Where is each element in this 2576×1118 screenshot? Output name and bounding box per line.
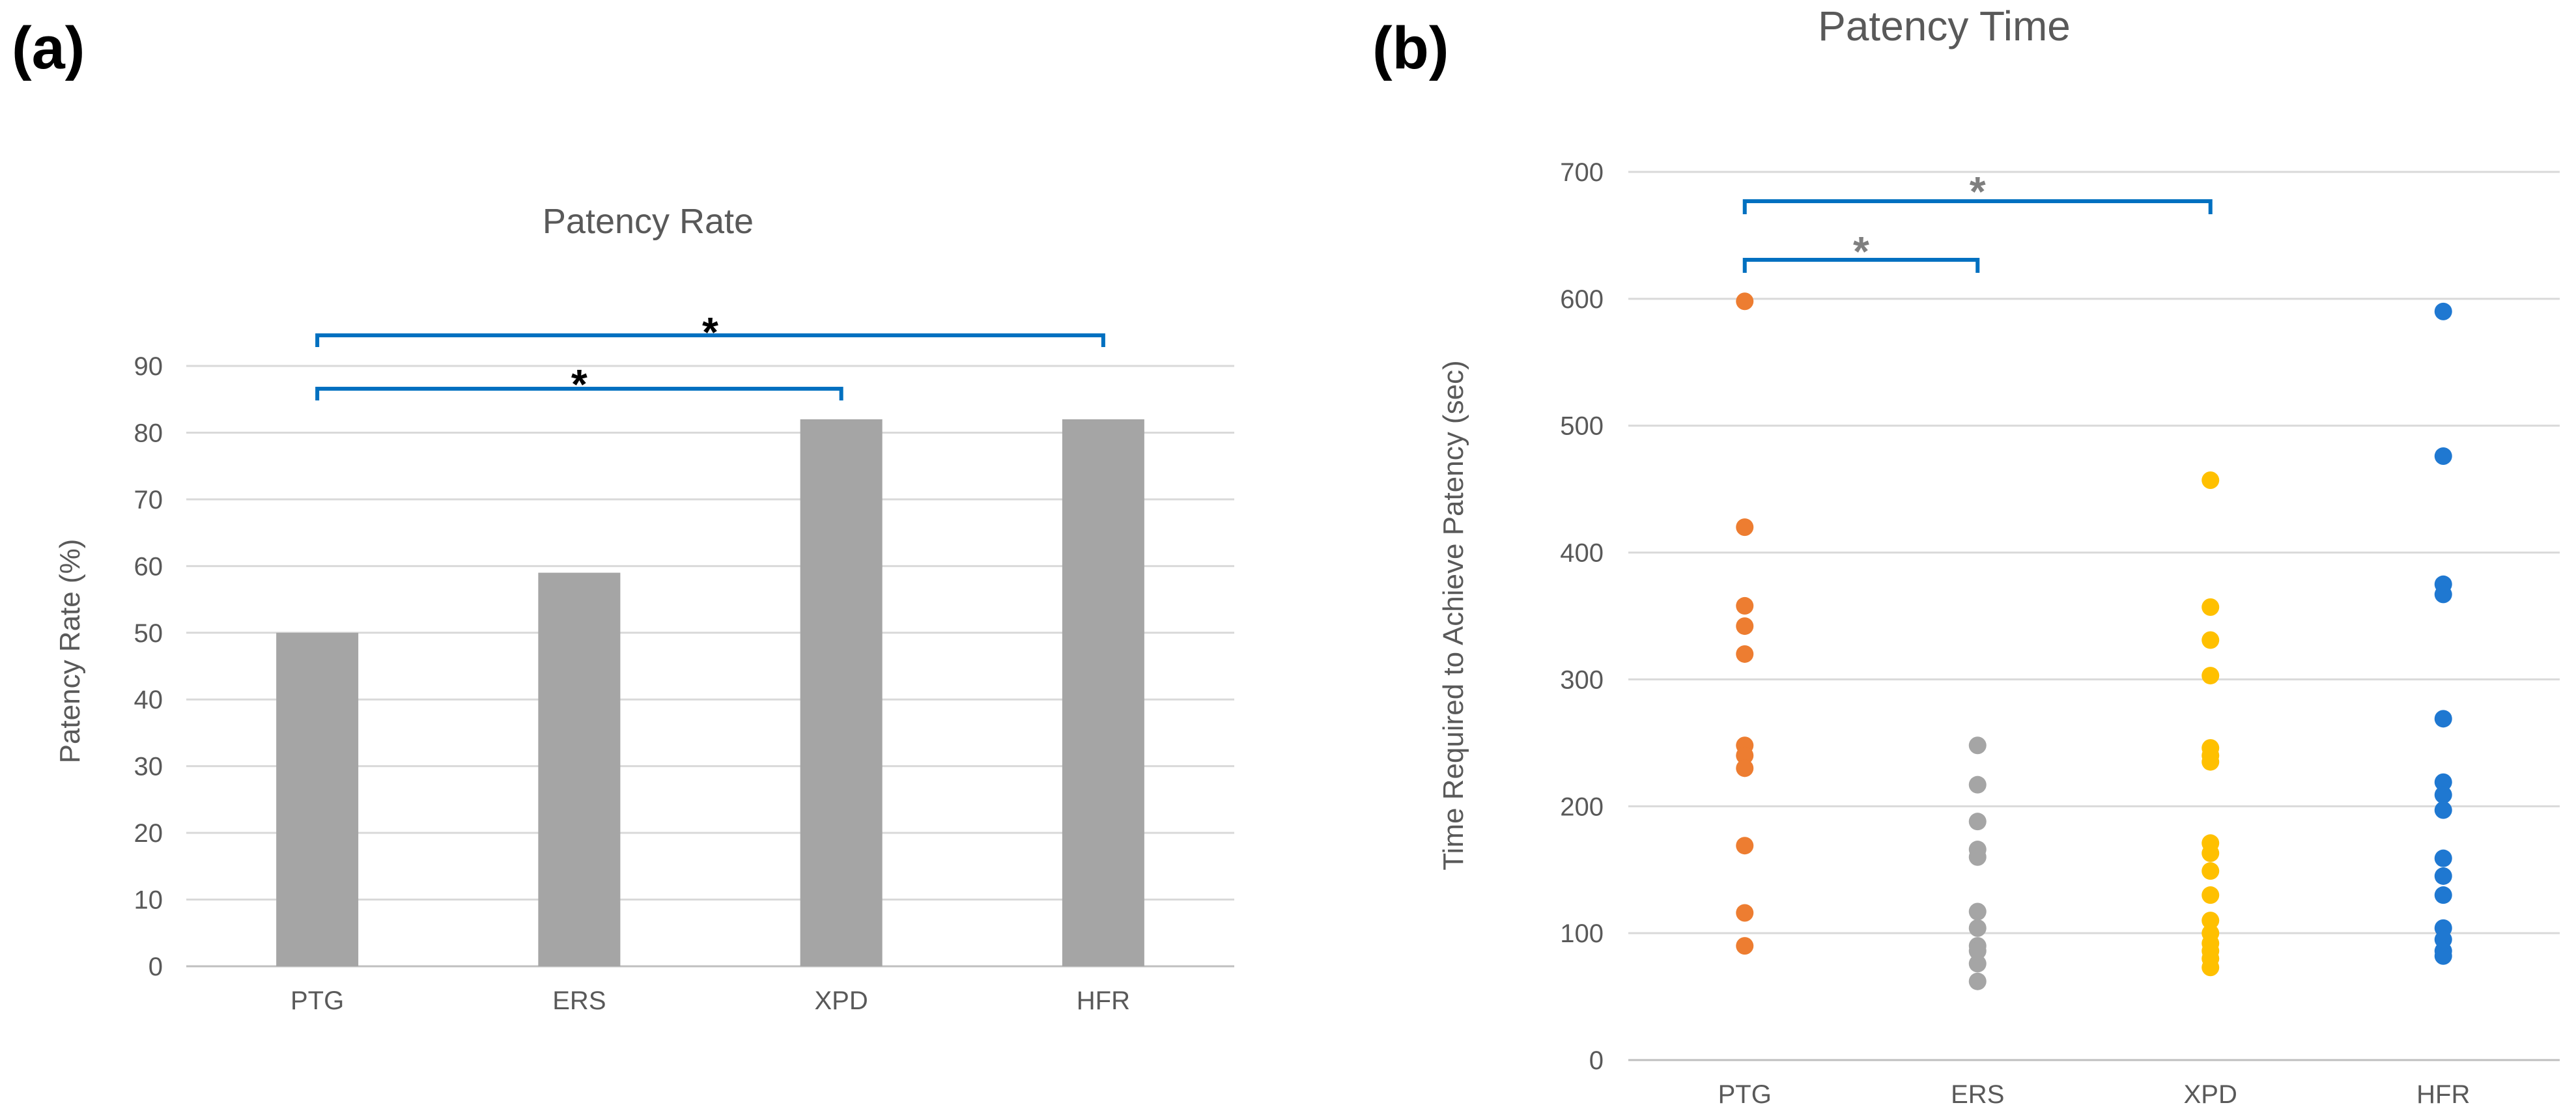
bar-ptg [276,632,359,966]
x-tick-label: PTG [1718,1080,1772,1109]
data-point-xpd [2201,598,2220,616]
data-point-ptg [1736,759,1754,777]
y-tick-label: 90 [134,352,163,381]
y-tick-label: 100 [1560,919,1604,948]
significance-star: * [702,309,718,356]
data-point-ers [1968,955,1987,973]
data-point-ers [1968,919,1987,937]
patency-rate-chart: 0 10 20 30 40 50 60 70 80 90 PTG ERS XPD HFR Patency R… [54,202,1234,1015]
data-point-xpd [2201,886,2220,904]
y-tick-label: 0 [1589,1046,1604,1075]
data-point-ptg [1736,596,1754,615]
data-point-xpd [2201,862,2220,880]
data-point-ptg [1736,904,1754,922]
y-tick-label: 20 [134,819,163,848]
data-point-xpd [2201,631,2220,649]
bar-ers [538,572,621,966]
data-point-hfr [2434,710,2452,728]
x-tick-label: HFR [2416,1080,2470,1109]
y-tick-label: 600 [1560,285,1604,314]
data-point-ers [1968,972,1987,990]
y-tick-label: 400 [1560,539,1604,568]
data-point-xpd [2201,844,2220,862]
significance-bracket [315,333,1105,347]
data-point-hfr [2434,447,2452,465]
significance-star: * [1853,228,1869,275]
y-tick-label: 10 [134,886,163,915]
y-tick-label: 700 [1560,158,1604,187]
significance-bracket [1742,199,2213,214]
y-tick-label: 40 [134,686,163,714]
y-tick-label: 50 [134,619,163,648]
y-tick-label: 0 [149,953,163,981]
x-tick-label: XPD [815,986,868,1015]
y-tick-label: 300 [1560,665,1604,694]
data-point-xpd [2201,471,2220,490]
data-point-xpd [2201,753,2220,771]
data-point-xpd [2201,958,2220,977]
bar-hfr [1062,419,1144,966]
data-point-ptg [1736,518,1754,537]
data-point-hfr [2434,773,2452,791]
panel-label-b: (b) [1372,15,1449,81]
data-point-ptg [1736,617,1754,636]
x-tick-label: ERS [552,986,606,1015]
data-point-ptg [1736,746,1754,764]
significance-bracket [315,387,843,400]
chart-title: Patency Time [1818,3,2071,49]
y-tick-label: 200 [1560,792,1604,821]
data-point-hfr [2434,786,2452,804]
data-point-hfr [2434,801,2452,819]
panel-label-a: (a) [12,15,85,81]
data-point-ers [1968,736,1987,755]
y-axis-label: Patency Rate (%) [54,539,86,764]
data-point-hfr [2434,947,2452,965]
x-tick-label: PTG [290,986,344,1015]
bar-xpd [800,419,883,966]
data-point-xpd [2201,912,2220,930]
data-point-hfr [2434,302,2452,320]
chart-title: Patency Rate [543,202,754,241]
data-point-ptg [1736,837,1754,855]
significance-star: * [1970,168,1986,215]
y-tick-label: 30 [134,753,163,781]
y-axis-label: Time Required to Achieve Patency (sec) [1437,360,1469,870]
data-point-hfr [2434,886,2452,904]
data-point-ers [1968,813,1987,831]
y-tick-label: 70 [134,486,163,514]
x-tick-label: XPD [2184,1080,2237,1109]
significance-bracket [1742,258,1980,273]
x-tick-label: HFR [1077,986,1130,1015]
y-tick-label: 500 [1560,412,1604,441]
significance-star: * [571,361,587,408]
data-point-xpd [2201,667,2220,685]
data-point-ers [1968,848,1987,866]
data-point-ers [1968,942,1987,960]
data-point-ptg [1736,937,1754,955]
x-tick-label: ERS [1951,1080,2004,1109]
data-point-hfr [2434,585,2452,604]
data-point-ptg [1736,292,1754,311]
y-tick-label: 60 [134,552,163,581]
data-point-ers [1968,776,1987,794]
data-point-ptg [1736,645,1754,663]
data-point-hfr [2434,867,2452,885]
data-point-hfr [2434,849,2452,867]
y-tick-label: 80 [134,419,163,447]
data-point-ers [1968,902,1987,921]
